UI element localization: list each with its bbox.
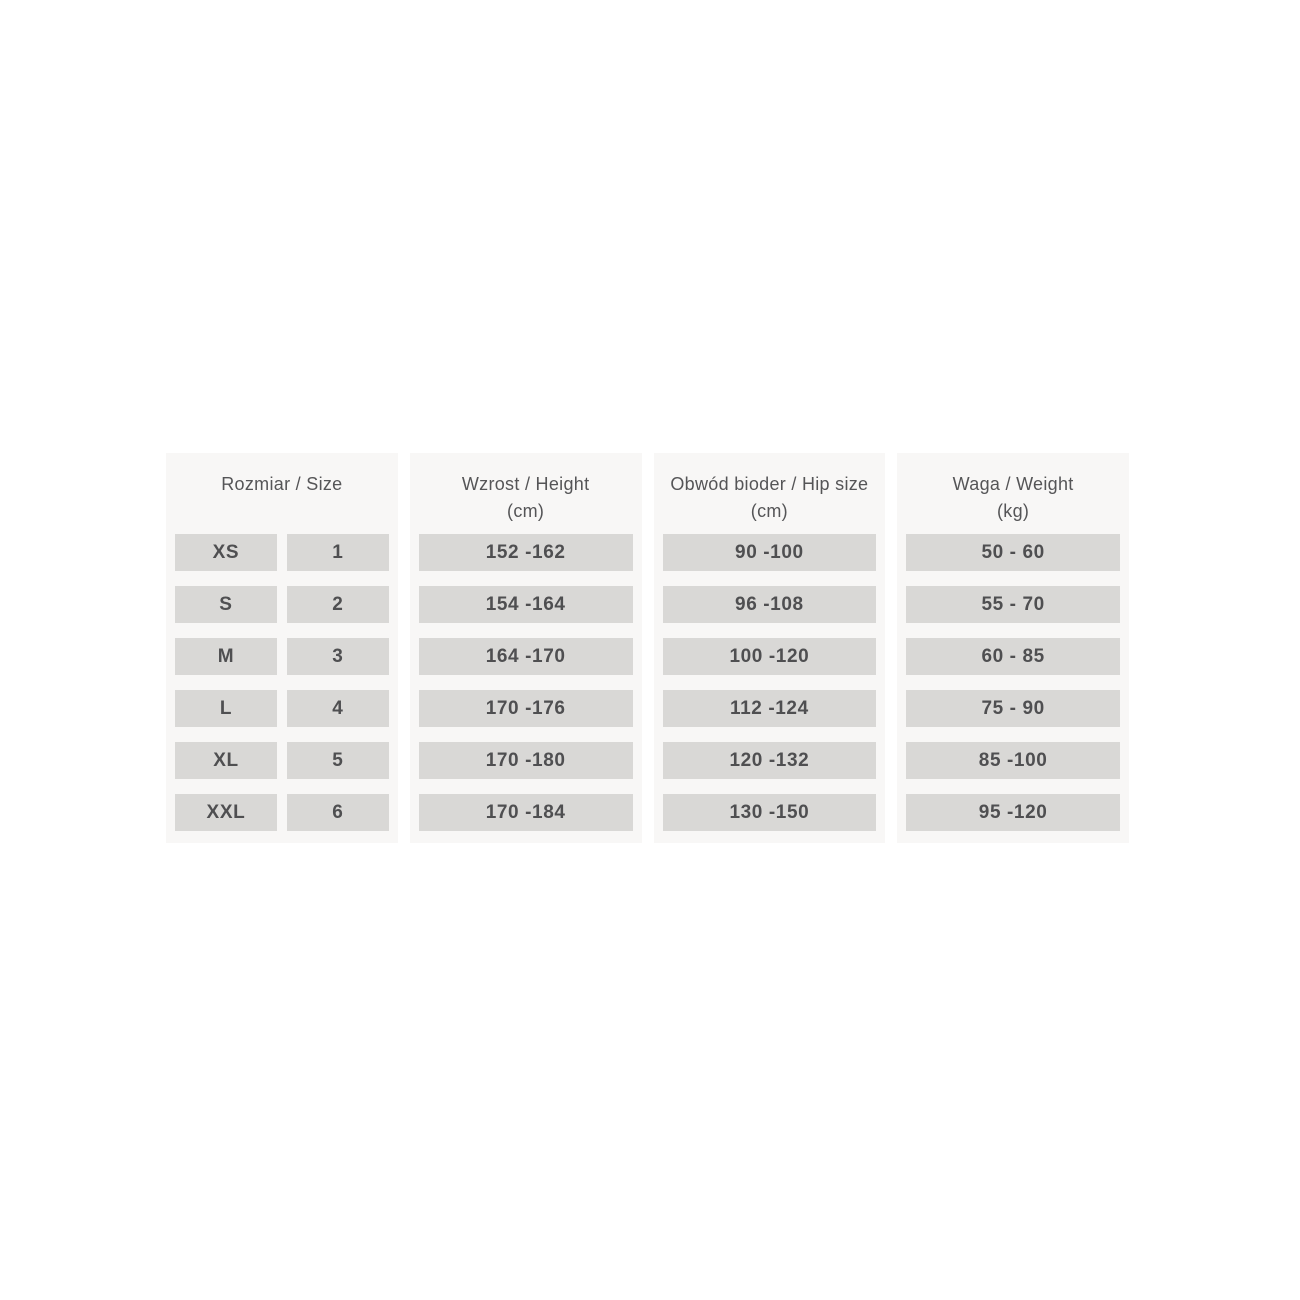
table-row: XXL 6: [175, 794, 389, 831]
height-cell: 170 -180: [418, 742, 633, 779]
panel-height-rows: 152 -162 154 -164 164 -170 170 -176 170 …: [410, 534, 642, 831]
size-number-cell: 2: [286, 586, 389, 623]
table-row: XL 5: [175, 742, 389, 779]
panel-weight-rows: 50 - 60 55 - 70 60 - 85 75 - 90 85 -100 …: [897, 534, 1129, 831]
size-letter-cell: XXL: [175, 794, 277, 831]
size-letter-cell: S: [175, 586, 277, 623]
size-number-cell: 3: [286, 638, 389, 675]
weight-cell: 85 -100: [906, 742, 1120, 779]
hip-cell: 100 -120: [662, 638, 877, 675]
size-letter-cell: M: [175, 638, 277, 675]
table-row: M 3: [175, 638, 389, 675]
panel-weight-title: Waga / Weight: [952, 474, 1074, 494]
weight-cell: 50 - 60: [906, 534, 1120, 571]
size-number-cell: 6: [286, 794, 389, 831]
panel-height-unit: (cm): [507, 501, 545, 521]
panel-hip-title: Obwód bioder / Hip size: [670, 474, 869, 494]
panel-size-header: Rozmiar / Size: [166, 453, 398, 534]
height-cell: 152 -162: [418, 534, 633, 571]
table-row: S 2: [175, 586, 389, 623]
size-number-cell: 1: [286, 534, 389, 571]
weight-cell: 95 -120: [906, 794, 1120, 831]
hip-cell: 90 -100: [662, 534, 877, 571]
panel-weight-header: Waga / Weight (kg): [897, 453, 1129, 534]
table-row: XS 1: [175, 534, 389, 571]
hip-cell: 130 -150: [662, 794, 877, 831]
size-letter-cell: XL: [175, 742, 277, 779]
panel-hip: Obwód bioder / Hip size (cm) 90 -100 96 …: [653, 453, 886, 843]
size-number-cell: 5: [286, 742, 389, 779]
panel-size: Rozmiar / Size XS 1 S 2 M 3 L 4 XL 5: [166, 453, 398, 843]
size-chart: Rozmiar / Size XS 1 S 2 M 3 L 4 XL 5: [166, 453, 1129, 843]
hip-cell: 112 -124: [662, 690, 877, 727]
panel-hip-header: Obwód bioder / Hip size (cm): [654, 453, 886, 534]
size-number-cell: 4: [286, 690, 389, 727]
size-letter-cell: L: [175, 690, 277, 727]
table-row: L 4: [175, 690, 389, 727]
hip-cell: 96 -108: [662, 586, 877, 623]
panel-height: Wzrost / Height (cm) 152 -162 154 -164 1…: [409, 453, 642, 843]
panel-hip-unit: (cm): [750, 501, 788, 521]
height-cell: 170 -184: [418, 794, 633, 831]
weight-cell: 55 - 70: [906, 586, 1120, 623]
panel-size-rows: XS 1 S 2 M 3 L 4 XL 5 XXL 6: [166, 534, 398, 831]
hip-cell: 120 -132: [662, 742, 877, 779]
size-letter-cell: XS: [175, 534, 277, 571]
panel-weight-unit: (kg): [997, 501, 1030, 521]
panel-size-title: Rozmiar / Size: [221, 474, 343, 494]
panel-weight: Waga / Weight (kg) 50 - 60 55 - 70 60 - …: [897, 453, 1129, 843]
panel-height-title: Wzrost / Height: [461, 474, 590, 494]
height-cell: 164 -170: [418, 638, 633, 675]
height-cell: 154 -164: [418, 586, 633, 623]
panel-height-header: Wzrost / Height (cm): [410, 453, 642, 534]
weight-cell: 75 - 90: [906, 690, 1120, 727]
height-cell: 170 -176: [418, 690, 633, 727]
panel-hip-rows: 90 -100 96 -108 100 -120 112 -124 120 -1…: [654, 534, 886, 831]
weight-cell: 60 - 85: [906, 638, 1120, 675]
